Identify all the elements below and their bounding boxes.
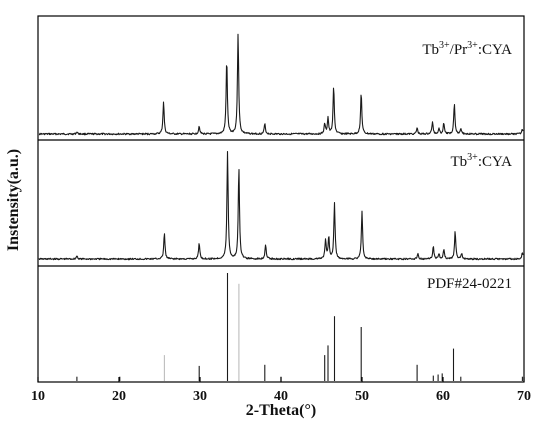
- plot-frame: [37, 15, 525, 383]
- x-axis-title: 2-Theta(°): [246, 402, 316, 419]
- panel-label-tb-pr-cya: Tb3+/Pr3+:CYA: [422, 40, 512, 58]
- panel-label-tb-cya: Tb3+:CYA: [451, 152, 513, 170]
- y-axis-title: Instensity(a.u.): [5, 149, 22, 251]
- x-tick-label: 40: [274, 389, 288, 404]
- label-part: Tb: [451, 154, 468, 170]
- x-tick-label: 60: [436, 389, 450, 404]
- x-tick-label: 70: [517, 389, 531, 404]
- label-part: /Pr: [450, 42, 468, 58]
- x-tick-label: 50: [355, 389, 369, 404]
- x-tick-label: 30: [193, 389, 207, 404]
- x-tick-label: 20: [112, 389, 126, 404]
- label-part: 3+: [439, 40, 450, 51]
- label-part: PDF#24-0221: [427, 276, 512, 292]
- x-axis: 10 20 30 40 50 60 70: [31, 377, 531, 404]
- label-part: Tb: [422, 42, 439, 58]
- x-tick-label: 10: [31, 389, 45, 404]
- trace-tb-cya: [38, 150, 524, 261]
- panel-label-pdf: PDF#24-0221: [427, 276, 512, 292]
- label-part: 3+: [467, 40, 478, 51]
- label-part: :CYA: [478, 42, 512, 58]
- trace-tb-pr-cya: [38, 33, 524, 136]
- label-part: 3+: [467, 152, 478, 163]
- label-part: :CYA: [478, 154, 512, 170]
